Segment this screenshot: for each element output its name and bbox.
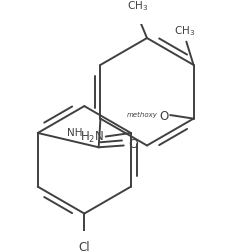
Text: CH$_3$: CH$_3$ [173,24,195,38]
Text: NH: NH [66,128,82,138]
Text: methoxy: methoxy [126,112,157,118]
Text: Cl: Cl [78,240,90,252]
Text: CH$_3$: CH$_3$ [127,0,148,13]
Text: H$_2$N: H$_2$N [80,130,104,144]
Text: O: O [158,109,168,122]
Text: O: O [128,138,138,151]
